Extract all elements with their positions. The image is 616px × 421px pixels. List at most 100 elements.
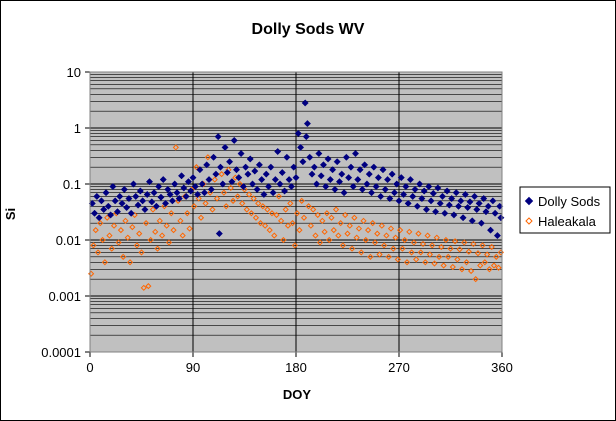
data-point	[399, 245, 406, 252]
data-point	[172, 144, 179, 151]
data-point	[193, 164, 200, 171]
data-point	[115, 239, 122, 246]
data-point	[236, 180, 244, 188]
data-point	[374, 174, 382, 182]
data-point	[134, 201, 142, 209]
data-point	[274, 147, 282, 156]
data-point	[94, 249, 102, 256]
data-point	[425, 183, 433, 191]
data-point	[424, 232, 431, 239]
data-point	[251, 167, 259, 175]
data-point	[287, 200, 294, 207]
data-point	[319, 161, 328, 169]
data-point	[307, 222, 314, 229]
data-point	[258, 176, 266, 184]
data-point	[276, 180, 284, 188]
data-point	[356, 166, 364, 174]
data-point	[385, 253, 392, 260]
data-point	[93, 192, 101, 200]
data-point	[150, 189, 158, 197]
data-point	[384, 176, 392, 184]
series-haleakala	[88, 144, 504, 291]
data-point	[335, 178, 344, 186]
data-point	[155, 183, 163, 191]
data-point	[362, 236, 369, 244]
data-point	[397, 174, 405, 182]
data-point	[253, 185, 261, 193]
data-point	[198, 180, 206, 188]
data-point	[381, 185, 389, 193]
data-point	[178, 172, 186, 180]
data-point	[484, 251, 491, 258]
data-point	[242, 163, 250, 171]
data-point	[435, 253, 443, 260]
data-point	[416, 180, 424, 188]
data-point	[120, 185, 128, 193]
chart-title: Dolly Sods WV	[252, 21, 365, 38]
data-point	[156, 217, 163, 224]
data-point	[454, 202, 463, 210]
data-point	[152, 228, 159, 235]
data-point	[484, 202, 492, 210]
data-point	[432, 208, 440, 216]
data-point	[264, 206, 271, 213]
data-point	[239, 183, 247, 191]
legend-marker	[525, 217, 533, 225]
data-point	[163, 222, 170, 229]
data-point	[244, 170, 252, 178]
data-point	[170, 227, 177, 234]
data-point	[243, 206, 250, 213]
data-point	[461, 190, 469, 199]
data-point	[180, 184, 188, 192]
data-point	[323, 210, 331, 217]
data-point	[191, 203, 198, 210]
data-point	[182, 192, 190, 200]
data-point	[364, 227, 372, 234]
data-point	[372, 183, 380, 191]
data-point	[284, 222, 292, 229]
data-point	[431, 260, 438, 267]
data-point	[434, 184, 442, 192]
data-point	[92, 227, 99, 234]
data-point	[482, 208, 490, 216]
data-point	[235, 174, 243, 182]
data-point	[283, 153, 291, 161]
data-point	[404, 199, 412, 207]
data-point	[319, 217, 326, 224]
data-point	[262, 170, 270, 178]
data-point	[427, 197, 435, 205]
data-point	[280, 236, 287, 244]
data-point	[314, 211, 321, 219]
data-point	[257, 220, 264, 227]
data-point	[109, 183, 117, 191]
data-point	[406, 228, 413, 235]
data-point	[227, 184, 234, 192]
data-point	[107, 211, 115, 219]
data-point	[148, 198, 156, 206]
data-point	[269, 189, 277, 197]
data-point	[116, 192, 124, 200]
data-point	[210, 153, 218, 161]
data-point	[353, 234, 360, 241]
data-point	[473, 205, 481, 214]
data-point	[252, 214, 260, 221]
data-point	[147, 236, 154, 244]
data-point	[445, 253, 452, 260]
data-point	[481, 259, 488, 266]
y-axis-label: Si	[3, 208, 18, 220]
data-point	[321, 228, 328, 235]
data-point	[246, 155, 254, 163]
data-point	[441, 209, 449, 217]
data-point	[187, 187, 195, 195]
data-point	[347, 163, 355, 171]
data-point	[345, 174, 353, 182]
data-point	[317, 172, 325, 180]
x-tick-label: 270	[388, 360, 410, 375]
data-point	[409, 192, 417, 200]
data-point	[322, 183, 330, 191]
legend-label: Haleakala	[538, 214, 597, 229]
series-dolly-sods	[88, 99, 505, 240]
data-point	[333, 158, 341, 166]
data-point	[442, 236, 450, 244]
data-point	[212, 170, 220, 178]
